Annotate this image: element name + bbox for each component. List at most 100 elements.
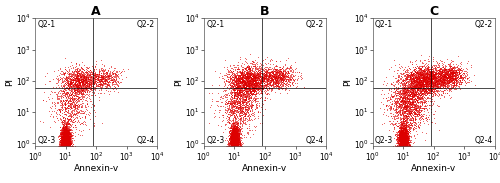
Point	[418, 70, 426, 73]
Point	[59, 144, 67, 147]
Point	[62, 144, 70, 147]
Point	[80, 77, 88, 80]
Point	[400, 114, 408, 117]
Point	[60, 136, 68, 139]
Point	[118, 70, 126, 73]
Point	[65, 144, 73, 147]
Point	[234, 140, 242, 143]
Point	[398, 144, 406, 147]
Point	[400, 131, 408, 134]
Point	[400, 144, 408, 147]
Point	[230, 133, 238, 136]
Point	[230, 132, 238, 135]
Point	[274, 70, 281, 73]
Point	[249, 86, 257, 89]
Point	[406, 144, 413, 147]
Point	[398, 144, 406, 147]
Point	[428, 78, 436, 81]
Point	[228, 144, 236, 147]
Point	[64, 137, 72, 140]
Point	[84, 75, 92, 78]
Point	[416, 107, 424, 110]
Point	[396, 134, 404, 137]
Point	[64, 144, 72, 147]
Point	[62, 129, 70, 132]
Point	[75, 90, 83, 93]
Point	[398, 137, 406, 140]
Point	[400, 136, 408, 139]
Point	[65, 144, 73, 147]
Point	[78, 92, 86, 95]
Point	[249, 86, 257, 89]
Point	[232, 83, 240, 86]
Point	[286, 69, 294, 72]
Point	[424, 80, 432, 83]
Point	[411, 107, 419, 110]
Point	[400, 142, 408, 145]
Point	[426, 83, 434, 86]
Point	[89, 76, 97, 79]
Point	[406, 76, 414, 79]
Point	[235, 128, 243, 131]
Point	[240, 100, 248, 103]
Point	[84, 113, 92, 115]
Point	[246, 96, 254, 98]
Point	[402, 132, 410, 135]
Point	[66, 75, 74, 78]
Point	[229, 144, 237, 147]
Point	[66, 97, 74, 100]
Point	[228, 144, 236, 147]
Point	[94, 74, 102, 76]
Point	[401, 131, 409, 134]
Point	[230, 85, 238, 88]
Point	[408, 95, 416, 98]
Point	[428, 78, 436, 81]
Point	[432, 103, 440, 106]
Point	[56, 144, 64, 147]
Point	[234, 82, 242, 85]
Point	[87, 83, 95, 85]
Point	[408, 81, 416, 84]
Point	[448, 77, 456, 80]
Point	[400, 136, 408, 139]
Point	[414, 91, 422, 94]
Point	[231, 127, 239, 130]
Point	[248, 59, 256, 62]
Point	[227, 144, 235, 147]
Point	[401, 138, 409, 141]
Point	[72, 76, 80, 79]
Point	[236, 122, 244, 125]
Point	[437, 76, 445, 79]
Point	[227, 144, 235, 147]
Point	[402, 144, 409, 147]
Point	[229, 142, 237, 145]
Point	[236, 75, 244, 78]
Point	[82, 78, 90, 81]
Point	[230, 105, 238, 108]
Point	[80, 85, 88, 88]
Point	[432, 74, 440, 77]
Point	[414, 77, 422, 80]
Point	[229, 140, 237, 143]
Point	[396, 144, 404, 147]
Point	[60, 140, 68, 143]
Point	[68, 111, 76, 114]
Point	[62, 144, 70, 147]
Point	[435, 68, 443, 71]
Point	[440, 71, 448, 74]
Point	[64, 144, 72, 147]
Point	[409, 111, 417, 114]
Point	[66, 128, 74, 131]
Point	[270, 81, 278, 84]
Point	[251, 108, 259, 111]
Point	[62, 144, 70, 147]
Point	[416, 85, 424, 88]
Point	[88, 81, 96, 83]
Point	[398, 144, 406, 147]
Point	[409, 99, 417, 102]
Point	[60, 134, 68, 137]
Point	[445, 89, 453, 92]
Point	[404, 141, 411, 144]
Point	[420, 75, 428, 78]
Point	[234, 139, 241, 142]
